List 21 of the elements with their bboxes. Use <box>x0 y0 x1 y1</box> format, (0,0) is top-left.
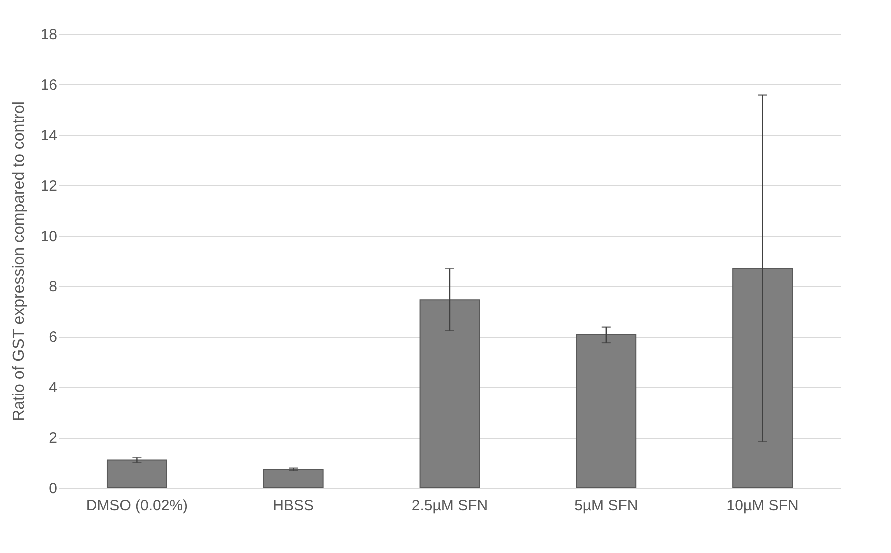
bar <box>576 334 637 488</box>
y-tick-label: 8 <box>49 278 58 296</box>
y-tick-label: 16 <box>40 76 58 94</box>
y-tick-label: 18 <box>40 26 58 44</box>
x-tick-label: HBSS <box>273 498 314 514</box>
x-tick-label: 10µM SFN <box>726 498 799 514</box>
x-tick-label: DMSO (0.02%) <box>86 498 188 514</box>
y-tick-label: 14 <box>40 127 58 144</box>
y-tick-label: 2 <box>49 430 58 448</box>
x-tick-label: 2.5µM SFN <box>412 498 488 514</box>
bar <box>420 300 480 488</box>
y-tick-label: 6 <box>49 329 58 346</box>
y-tick-label: 12 <box>40 178 58 195</box>
bar <box>263 469 324 488</box>
y-axis-title: Ratio of GST expression compared to control <box>10 102 28 422</box>
y-tick-label: 0 <box>49 480 58 498</box>
y-tick-label: 4 <box>49 380 58 397</box>
y-tick-label: 10 <box>40 228 58 246</box>
x-tick-label: 5µM SFN <box>574 498 638 514</box>
bar <box>732 268 794 488</box>
bar <box>106 460 168 488</box>
